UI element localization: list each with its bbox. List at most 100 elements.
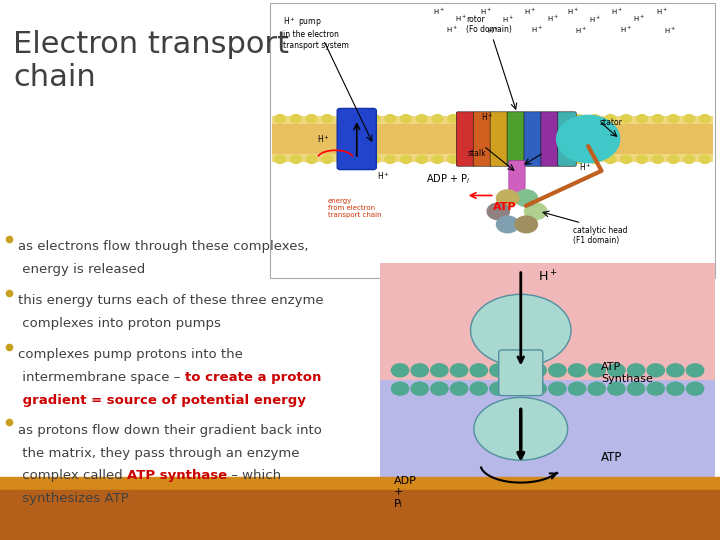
Text: H$^+$: H$^+$ [665, 26, 676, 36]
Circle shape [384, 155, 396, 164]
Text: rotor
(Fo domain): rotor (Fo domain) [466, 15, 512, 35]
Circle shape [516, 190, 537, 206]
Text: to create a proton: to create a proton [184, 371, 321, 384]
FancyBboxPatch shape [509, 161, 525, 199]
Text: – which: – which [227, 469, 282, 482]
FancyBboxPatch shape [499, 350, 543, 396]
Circle shape [589, 155, 600, 164]
Circle shape [490, 382, 507, 395]
Circle shape [686, 364, 703, 377]
Circle shape [516, 216, 537, 233]
Text: intermembrane space –: intermembrane space – [18, 371, 184, 384]
Circle shape [568, 364, 585, 377]
Text: H$^+$: H$^+$ [524, 7, 536, 17]
Circle shape [322, 114, 333, 123]
Bar [380, 380, 715, 487]
Circle shape [448, 155, 459, 164]
Circle shape [306, 155, 317, 164]
Text: as electrons flow through these complexes,: as electrons flow through these complexe… [18, 240, 308, 253]
Circle shape [668, 114, 679, 123]
Text: H$^+$: H$^+$ [433, 7, 445, 17]
Circle shape [686, 382, 703, 395]
Circle shape [448, 114, 459, 123]
Circle shape [392, 364, 409, 377]
Circle shape [487, 203, 509, 220]
Text: ATP
Synthase: ATP Synthase [601, 362, 653, 383]
Circle shape [568, 382, 585, 395]
Text: complex called: complex called [18, 469, 127, 482]
Circle shape [306, 114, 317, 123]
Circle shape [652, 155, 663, 164]
FancyBboxPatch shape [507, 112, 526, 166]
Circle shape [667, 382, 684, 395]
Text: ADP
+
Pᵢ: ADP + Pᵢ [394, 476, 416, 509]
Circle shape [495, 114, 506, 123]
Text: ATP synthase: ATP synthase [127, 469, 227, 482]
Circle shape [529, 364, 546, 377]
Text: ADP + P$_i$: ADP + P$_i$ [426, 172, 470, 186]
Circle shape [510, 364, 527, 377]
Text: energy is released: energy is released [18, 263, 145, 276]
Circle shape [605, 155, 616, 164]
Text: complexes into proton pumps: complexes into proton pumps [18, 317, 221, 330]
FancyBboxPatch shape [490, 112, 508, 166]
Text: ATP: ATP [601, 451, 623, 464]
Circle shape [451, 382, 468, 395]
Circle shape [490, 364, 507, 377]
Text: H$^+$ pump
in the electron
transport system: H$^+$ pump in the electron transport sys… [284, 15, 349, 50]
Text: H$^+$: H$^+$ [656, 7, 667, 17]
Bar [272, 116, 713, 162]
Circle shape [369, 155, 380, 164]
Text: H$^+$: H$^+$ [502, 15, 514, 25]
Text: H$^+$: H$^+$ [589, 15, 600, 25]
Circle shape [338, 114, 348, 123]
Circle shape [589, 114, 600, 123]
Circle shape [605, 114, 616, 123]
Text: gradient = source of potential energy: gradient = source of potential energy [18, 394, 306, 407]
Text: Electron transport
chain: Electron transport chain [13, 30, 289, 92]
Circle shape [322, 155, 333, 164]
Bar [0, 490, 720, 540]
Circle shape [497, 216, 518, 233]
Circle shape [510, 382, 527, 395]
Circle shape [627, 364, 644, 377]
Circle shape [411, 364, 428, 377]
FancyBboxPatch shape [541, 112, 559, 166]
Circle shape [526, 114, 537, 123]
Circle shape [636, 114, 647, 123]
Bar [270, 3, 715, 278]
Circle shape [400, 114, 411, 123]
Circle shape [652, 114, 663, 123]
Text: stator: stator [599, 118, 622, 127]
Circle shape [479, 155, 490, 164]
Circle shape [549, 364, 566, 377]
Circle shape [432, 114, 443, 123]
Text: stalk: stalk [468, 148, 487, 158]
Circle shape [451, 364, 468, 377]
Circle shape [464, 114, 474, 123]
Circle shape [274, 155, 286, 164]
Text: this energy turns each of these three enzyme: this energy turns each of these three en… [18, 294, 323, 307]
Circle shape [647, 382, 665, 395]
Circle shape [667, 364, 684, 377]
Circle shape [699, 155, 711, 164]
Circle shape [338, 155, 348, 164]
Circle shape [432, 155, 443, 164]
Circle shape [431, 382, 448, 395]
Circle shape [274, 114, 286, 123]
Bar [380, 263, 715, 380]
Text: H$^+$: H$^+$ [446, 25, 459, 35]
Circle shape [588, 364, 606, 377]
Circle shape [431, 364, 448, 377]
Circle shape [558, 114, 569, 123]
Circle shape [416, 114, 427, 123]
Circle shape [290, 114, 302, 123]
Circle shape [369, 114, 380, 123]
Text: H$^+$: H$^+$ [455, 14, 467, 24]
Text: H$^+$: H$^+$ [611, 7, 623, 17]
Circle shape [574, 114, 585, 123]
Text: H$^+$: H$^+$ [487, 26, 498, 36]
Circle shape [470, 382, 487, 395]
Circle shape [529, 382, 546, 395]
Circle shape [627, 382, 644, 395]
